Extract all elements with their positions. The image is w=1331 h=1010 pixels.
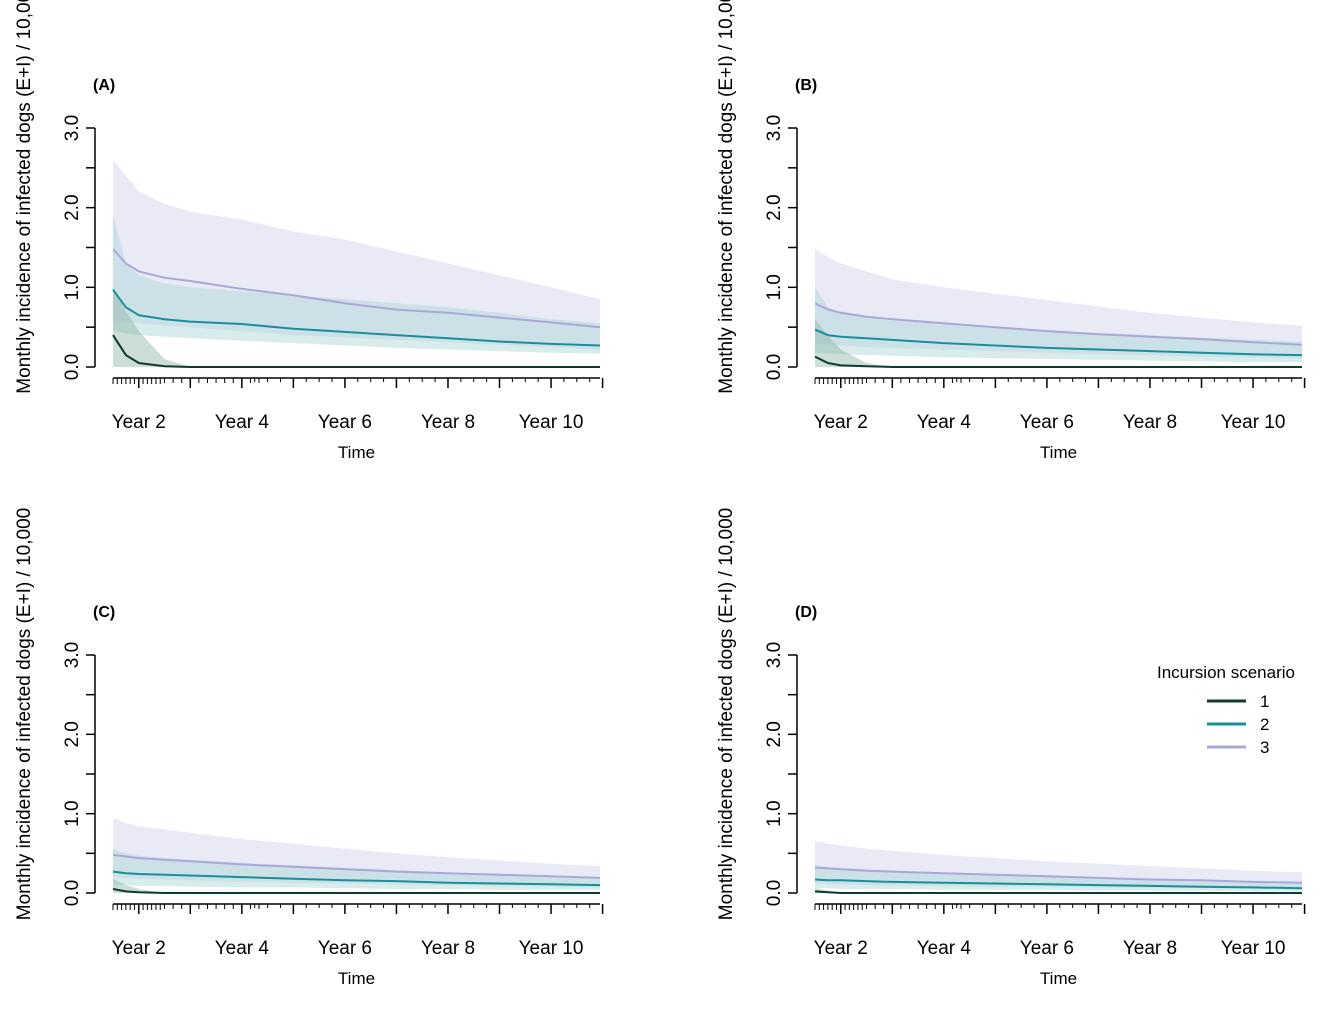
series-line-scenario-2 [814,878,1303,890]
y-tick-label: 1.0 [764,274,785,300]
x-tick-label: Year 4 [215,412,270,433]
y-tick-label: 2.0 [62,194,83,220]
ci-band-scenario-3 [815,841,1302,889]
x-tick-label: Year 6 [318,938,372,959]
ci-band-scenario-2 [113,215,600,354]
series-line-scenario-2 [814,328,1303,357]
y-axis-title: Monthly incidence of infected dogs (E+I)… [14,0,35,394]
y-tick-label: 1.0 [764,800,785,826]
x-tick-label: Year 4 [917,938,972,959]
legend: Incursion scenario 1 2 3 [1157,663,1295,757]
legend-title: Incursion scenario [1157,663,1295,682]
y-tick-label: 1.0 [62,800,83,826]
x-axis-title: Time [1040,969,1077,988]
x-tick-label: Year 2 [112,938,166,959]
series-line-scenario-2 [112,870,601,887]
series-line-scenario-3 [112,248,601,329]
x-tick-label: Year 8 [1123,412,1177,433]
x-tick-label: Year 10 [1221,938,1286,959]
x-axis-title: Time [338,969,375,988]
panel-label: (B) [795,77,817,94]
ci-band-scenario-1 [113,287,600,367]
chart-panel-d: (D) 0.0 1.0 2.0 3.0 Monthly incidence of infe… [716,508,1306,988]
x-tick-label: Year 2 [814,938,868,959]
y-tick-label: 3.0 [764,115,785,141]
panel-label: (A) [93,77,115,94]
x-axis-title: Time [338,443,375,462]
y-tick-label: 2.0 [62,721,83,747]
series-line-scenario-3 [814,302,1303,346]
x-tick-label: Year 8 [421,412,475,433]
series-line-scenario-1 [112,334,600,368]
panel-label: (D) [795,604,817,621]
x-tick-label: Year 2 [814,412,868,433]
y-tick-label: 3.0 [62,115,83,141]
x-tick-label: Year 6 [318,412,372,433]
series-line-scenario-1 [814,355,1302,368]
panel-label: (C) [93,604,115,621]
y-axis-title: Monthly incidence of infected dogs (E+I)… [716,508,737,920]
legend-label-scenario-2: 2 [1260,715,1269,734]
series-line-scenario-3 [814,866,1303,884]
x-tick-label: Year 8 [1123,938,1177,959]
x-tick-label: Year 4 [917,412,972,433]
ci-band-scenario-3 [113,817,600,888]
y-tick-label: 0.0 [62,880,83,906]
y-axis-title: Monthly incidence of infected dogs (E+I)… [716,0,737,394]
x-tick-label: Year 10 [519,938,584,959]
x-tick-label: Year 6 [1020,412,1074,433]
legend-label-scenario-1: 1 [1260,692,1269,711]
y-tick-label: 0.0 [764,354,785,380]
y-tick-label: 2.0 [764,194,785,220]
y-tick-label: 3.0 [764,642,785,668]
ci-band-scenario-3 [815,249,1302,359]
chart-panel-b: (B) 0.0 1.0 2.0 3.0 Monthly incidence of infe… [716,0,1306,462]
y-tick-label: 1.0 [62,274,83,300]
y-tick-label: 3.0 [62,642,83,668]
x-tick-label: Year 4 [215,938,270,959]
x-tick-label: Year 6 [1020,938,1074,959]
chart-panel-c: (C) 0.0 1.0 2.0 3.0 Monthly incidence of infe… [14,508,604,988]
x-tick-label: Year 10 [1221,412,1286,433]
series-line-scenario-2 [112,289,601,347]
y-tick-label: 0.0 [62,354,83,380]
y-axis-title: Monthly incidence of infected dogs (E+I)… [14,508,35,920]
series-line-scenario-1 [112,888,600,894]
x-axis-title: Time [1040,443,1077,462]
legend-label-scenario-3: 3 [1260,738,1269,757]
chart-panel-a: (A) 0.0 1.0 2.0 3.0 Monthly incidence of infe… [14,0,604,462]
x-tick-label: Year 2 [112,412,166,433]
series-line-scenario-1 [814,890,1302,894]
ci-band-scenario-1 [815,319,1302,367]
series-line-scenario-3 [112,853,601,879]
y-tick-label: 0.0 [764,880,785,906]
x-tick-label: Year 10 [519,412,584,433]
ci-band-scenario-2 [815,865,1302,892]
y-tick-label: 2.0 [764,721,785,747]
ci-band-scenario-3 [113,159,600,350]
x-tick-label: Year 8 [421,938,475,959]
